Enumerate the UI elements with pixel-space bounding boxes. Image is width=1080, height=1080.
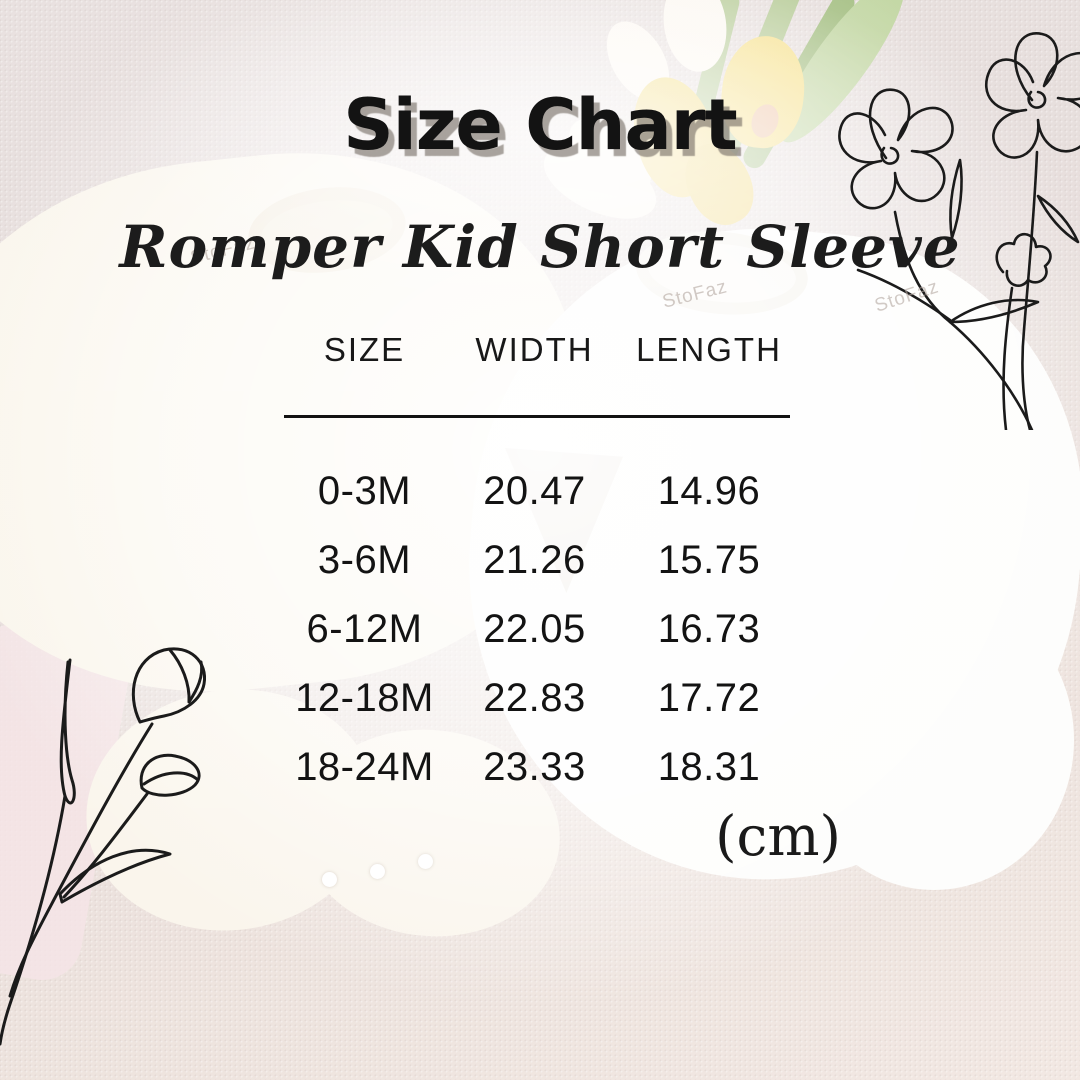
stem-line [948, 320, 1034, 430]
size-table: SIZE WIDTH LENGTH 0-3M 20.47 14.96 3-6M … [272, 331, 806, 811]
width-cell: 20.47 [483, 469, 586, 513]
table-row: 3-6M 21.26 15.75 [272, 526, 806, 595]
stem-line [1002, 286, 1014, 430]
stem-line [0, 794, 67, 1046]
table-body: 0-3M 20.47 14.96 3-6M 21.26 15.75 6-12M … [272, 457, 806, 802]
width-cell: 22.05 [483, 607, 586, 651]
product-subtitle: Romper Kid Short Sleeve [119, 213, 961, 281]
leaf-outline [948, 298, 1040, 324]
tulip-petal-line [142, 771, 200, 786]
stem-line [62, 792, 149, 899]
bloom-outline [984, 32, 1080, 159]
stem-line [8, 722, 154, 998]
table-row: 12-18M 22.83 17.72 [272, 664, 806, 733]
bloom-outline [838, 88, 954, 210]
stem-line [856, 268, 952, 322]
bud-outline [995, 232, 1052, 287]
flower-line-art [838, 32, 1080, 430]
length-cell: 17.72 [657, 676, 761, 720]
leaf-outline [949, 158, 963, 240]
size-cell: 3-6M [317, 538, 412, 582]
tulip-head-outline [131, 647, 207, 724]
size-cell: 6-12M [306, 607, 423, 651]
table-row: 6-12M 22.05 16.73 [272, 595, 806, 664]
leaf-outline [58, 848, 172, 904]
header-divider-line [284, 415, 790, 418]
tulip-petal-line [168, 648, 204, 704]
size-cell: 18-24M [295, 745, 434, 789]
tulip-head-outline [139, 753, 201, 797]
page-title: Size Chart [343, 84, 737, 166]
length-cell: 14.96 [657, 469, 761, 513]
size-cell: 12-18M [295, 676, 434, 720]
stem-loop-line [59, 658, 76, 805]
stem-line [1021, 150, 1039, 430]
column-header-length: LENGTH [636, 331, 782, 368]
length-cell: 18.31 [657, 745, 761, 789]
length-cell: 16.73 [657, 607, 761, 651]
tulip-line-art [0, 647, 207, 1046]
size-cell: 0-3M [317, 469, 412, 513]
table-row: 18-24M 23.33 18.31 [272, 733, 806, 802]
column-header-width: WIDTH [475, 331, 594, 368]
column-header-size: SIZE [323, 331, 406, 368]
length-cell: 15.75 [657, 538, 761, 582]
unit-note: (cm) [715, 804, 841, 868]
bloom-center [1027, 90, 1047, 109]
bloom-center [880, 146, 900, 165]
width-cell: 23.33 [483, 745, 586, 789]
table-row: 0-3M 20.47 14.96 [272, 457, 806, 526]
width-cell: 22.83 [483, 676, 586, 720]
table-header-row: SIZE WIDTH LENGTH [272, 331, 806, 369]
width-cell: 21.26 [483, 538, 586, 582]
leaf-outline [1036, 194, 1080, 244]
